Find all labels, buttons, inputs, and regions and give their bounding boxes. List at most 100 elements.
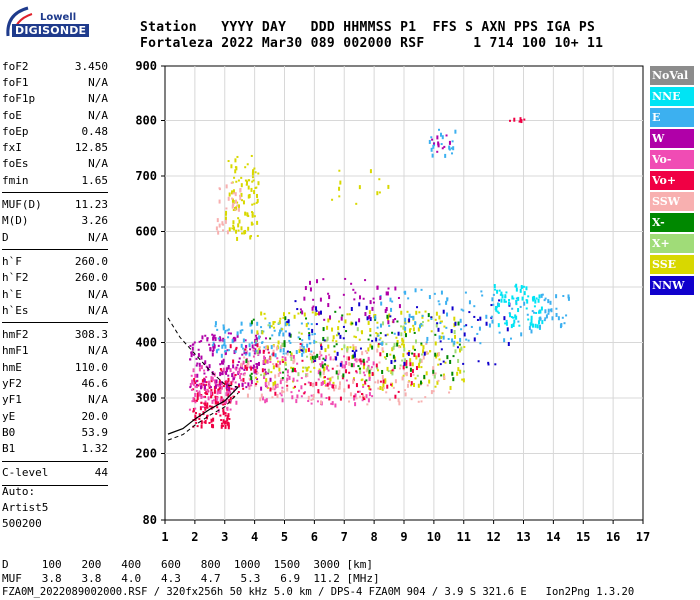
footer-row-value: 11.2 [306,572,347,585]
param-row: hmF1 N/A [2,343,108,359]
echo-point [511,295,514,300]
echo-point [456,346,459,349]
echo-point [229,400,232,403]
echo-point [311,398,314,401]
header-label-7: S [456,20,474,35]
echo-point [289,355,292,358]
echo-point [218,188,221,191]
echo-point [206,337,209,340]
echo-point [200,340,203,343]
echo-point [390,383,393,386]
echo-point [394,318,397,321]
echo-point [224,414,227,417]
echo-point [404,392,407,397]
echo-point [200,395,203,400]
echo-point [204,395,207,398]
echo-point [279,360,282,365]
echo-point [241,329,244,332]
echo-point [550,308,553,313]
echo-point [328,396,331,401]
echo-point [314,311,317,316]
echo-point [366,351,369,354]
echo-point [208,421,211,424]
echo-point [454,349,457,354]
echo-point [268,324,271,329]
echo-point [500,298,503,303]
echo-point [274,380,277,385]
echo-point [370,366,373,369]
echo-point [307,347,310,352]
echo-point [297,372,300,377]
echo-point [296,362,299,365]
echo-point [343,364,346,369]
x-tick-label: 9 [400,530,407,544]
autoscaling-info: Auto: Artist5 500200 [2,484,48,532]
echo-point [238,357,241,360]
echo-point [285,321,288,326]
param-name: M(D) [2,214,29,228]
echo-point [204,334,207,337]
echo-point [364,312,367,317]
echo-point [306,343,309,348]
echo-point [381,369,384,374]
echo-point [256,378,259,381]
echo-point [544,297,547,300]
echo-point [432,366,435,371]
echo-point [206,402,209,407]
echo-point [220,422,223,425]
echo-point [363,361,366,366]
echo-point [392,319,395,324]
echo-point [253,365,256,370]
echo-point [380,301,383,306]
echo-point [323,376,326,379]
echo-point [382,321,385,326]
echo-point [439,340,442,343]
echo-point [519,305,522,308]
echo-point [355,349,358,352]
echo-point [249,322,252,327]
param-value: 3.450 [74,59,108,73]
echo-point [449,359,452,364]
echo-point [221,398,224,401]
echo-point [498,299,501,302]
echo-point [310,402,313,405]
echo-point [335,356,338,361]
param-row: B1 1.32 [2,441,108,457]
echo-point [485,314,488,319]
echo-point [194,407,197,410]
param-value: N/A [88,230,108,244]
echo-point [423,374,426,379]
echo-point [340,348,343,351]
echo-point [392,386,395,389]
echo-point [504,300,507,303]
echo-point [298,348,301,353]
polarization-legend: NoVal NNE E W Vo- Vo+ SSW X- X+ SSE NNW [650,66,694,297]
echo-point [249,374,252,377]
echo-point [337,375,340,380]
echo-point [436,380,439,385]
echo-point [194,385,197,388]
echo-point [535,297,538,300]
echo-point [222,358,225,363]
echo-point [403,361,406,366]
echo-point [431,138,434,141]
echo-point [438,128,441,131]
echo-point [417,353,420,358]
echo-point [253,347,256,350]
echo-point [409,328,412,331]
echo-point [379,380,382,383]
echo-point [376,326,379,329]
echo-point [282,332,285,337]
echo-point [227,328,230,331]
echo-point [404,333,407,338]
echo-point [256,193,259,198]
param-value: N/A [88,108,108,122]
echo-point [208,380,211,385]
echo-point [446,312,449,317]
echo-point [254,339,257,344]
echo-point [304,286,307,291]
echo-point [251,180,254,183]
echo-point [282,352,285,355]
legend-item: SSE [650,255,694,274]
echo-point [252,355,255,358]
